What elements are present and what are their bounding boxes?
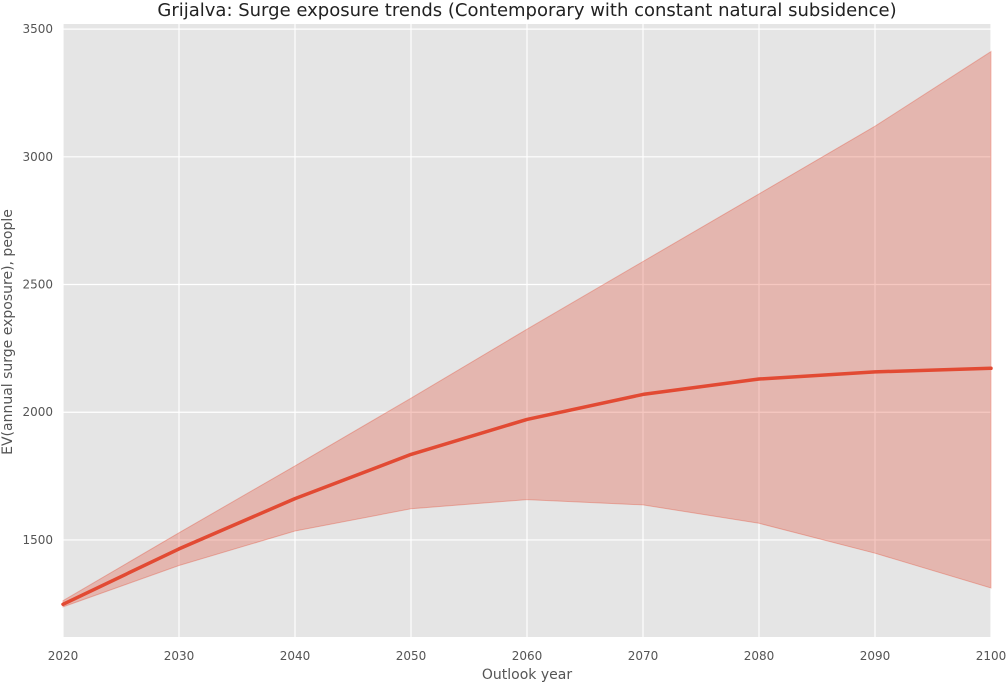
y-axis-label: EV(annual surge exposure), people — [0, 209, 16, 455]
confidence-band — [62, 50, 992, 608]
x-tick-label: 2050 — [396, 649, 427, 663]
series-line-layer — [61, 366, 993, 607]
y-tick-label: 1500 — [22, 533, 53, 547]
confidence-band-layer — [62, 50, 992, 608]
grid — [62, 24, 992, 637]
x-tick-label: 2060 — [512, 649, 543, 663]
x-tick-labels: 2020 2030 2040 2050 2060 2070 2080 2090 2100 — [48, 649, 1007, 663]
x-tick-label: 2030 — [164, 649, 195, 663]
x-tick-label: 2080 — [744, 649, 775, 663]
x-tick-label: 2090 — [860, 649, 891, 663]
y-tick-label: 2000 — [22, 405, 53, 419]
x-axis-label: Outlook year — [482, 667, 572, 683]
y-tick-label: 3500 — [22, 22, 53, 36]
chart-title: Grijalva: Surge exposure trends (Contemp… — [157, 0, 896, 21]
x-tick-label: 2100 — [976, 649, 1007, 663]
series-line — [61, 366, 993, 607]
x-tick-label: 2040 — [280, 649, 311, 663]
y-tick-label: 3000 — [22, 150, 53, 164]
y-tick-label: 2500 — [22, 278, 53, 292]
y-tick-labels: 1500 2000 2500 3000 3500 — [22, 22, 53, 547]
x-tick-label: 2070 — [628, 649, 659, 663]
x-tick-label: 2020 — [48, 649, 79, 663]
